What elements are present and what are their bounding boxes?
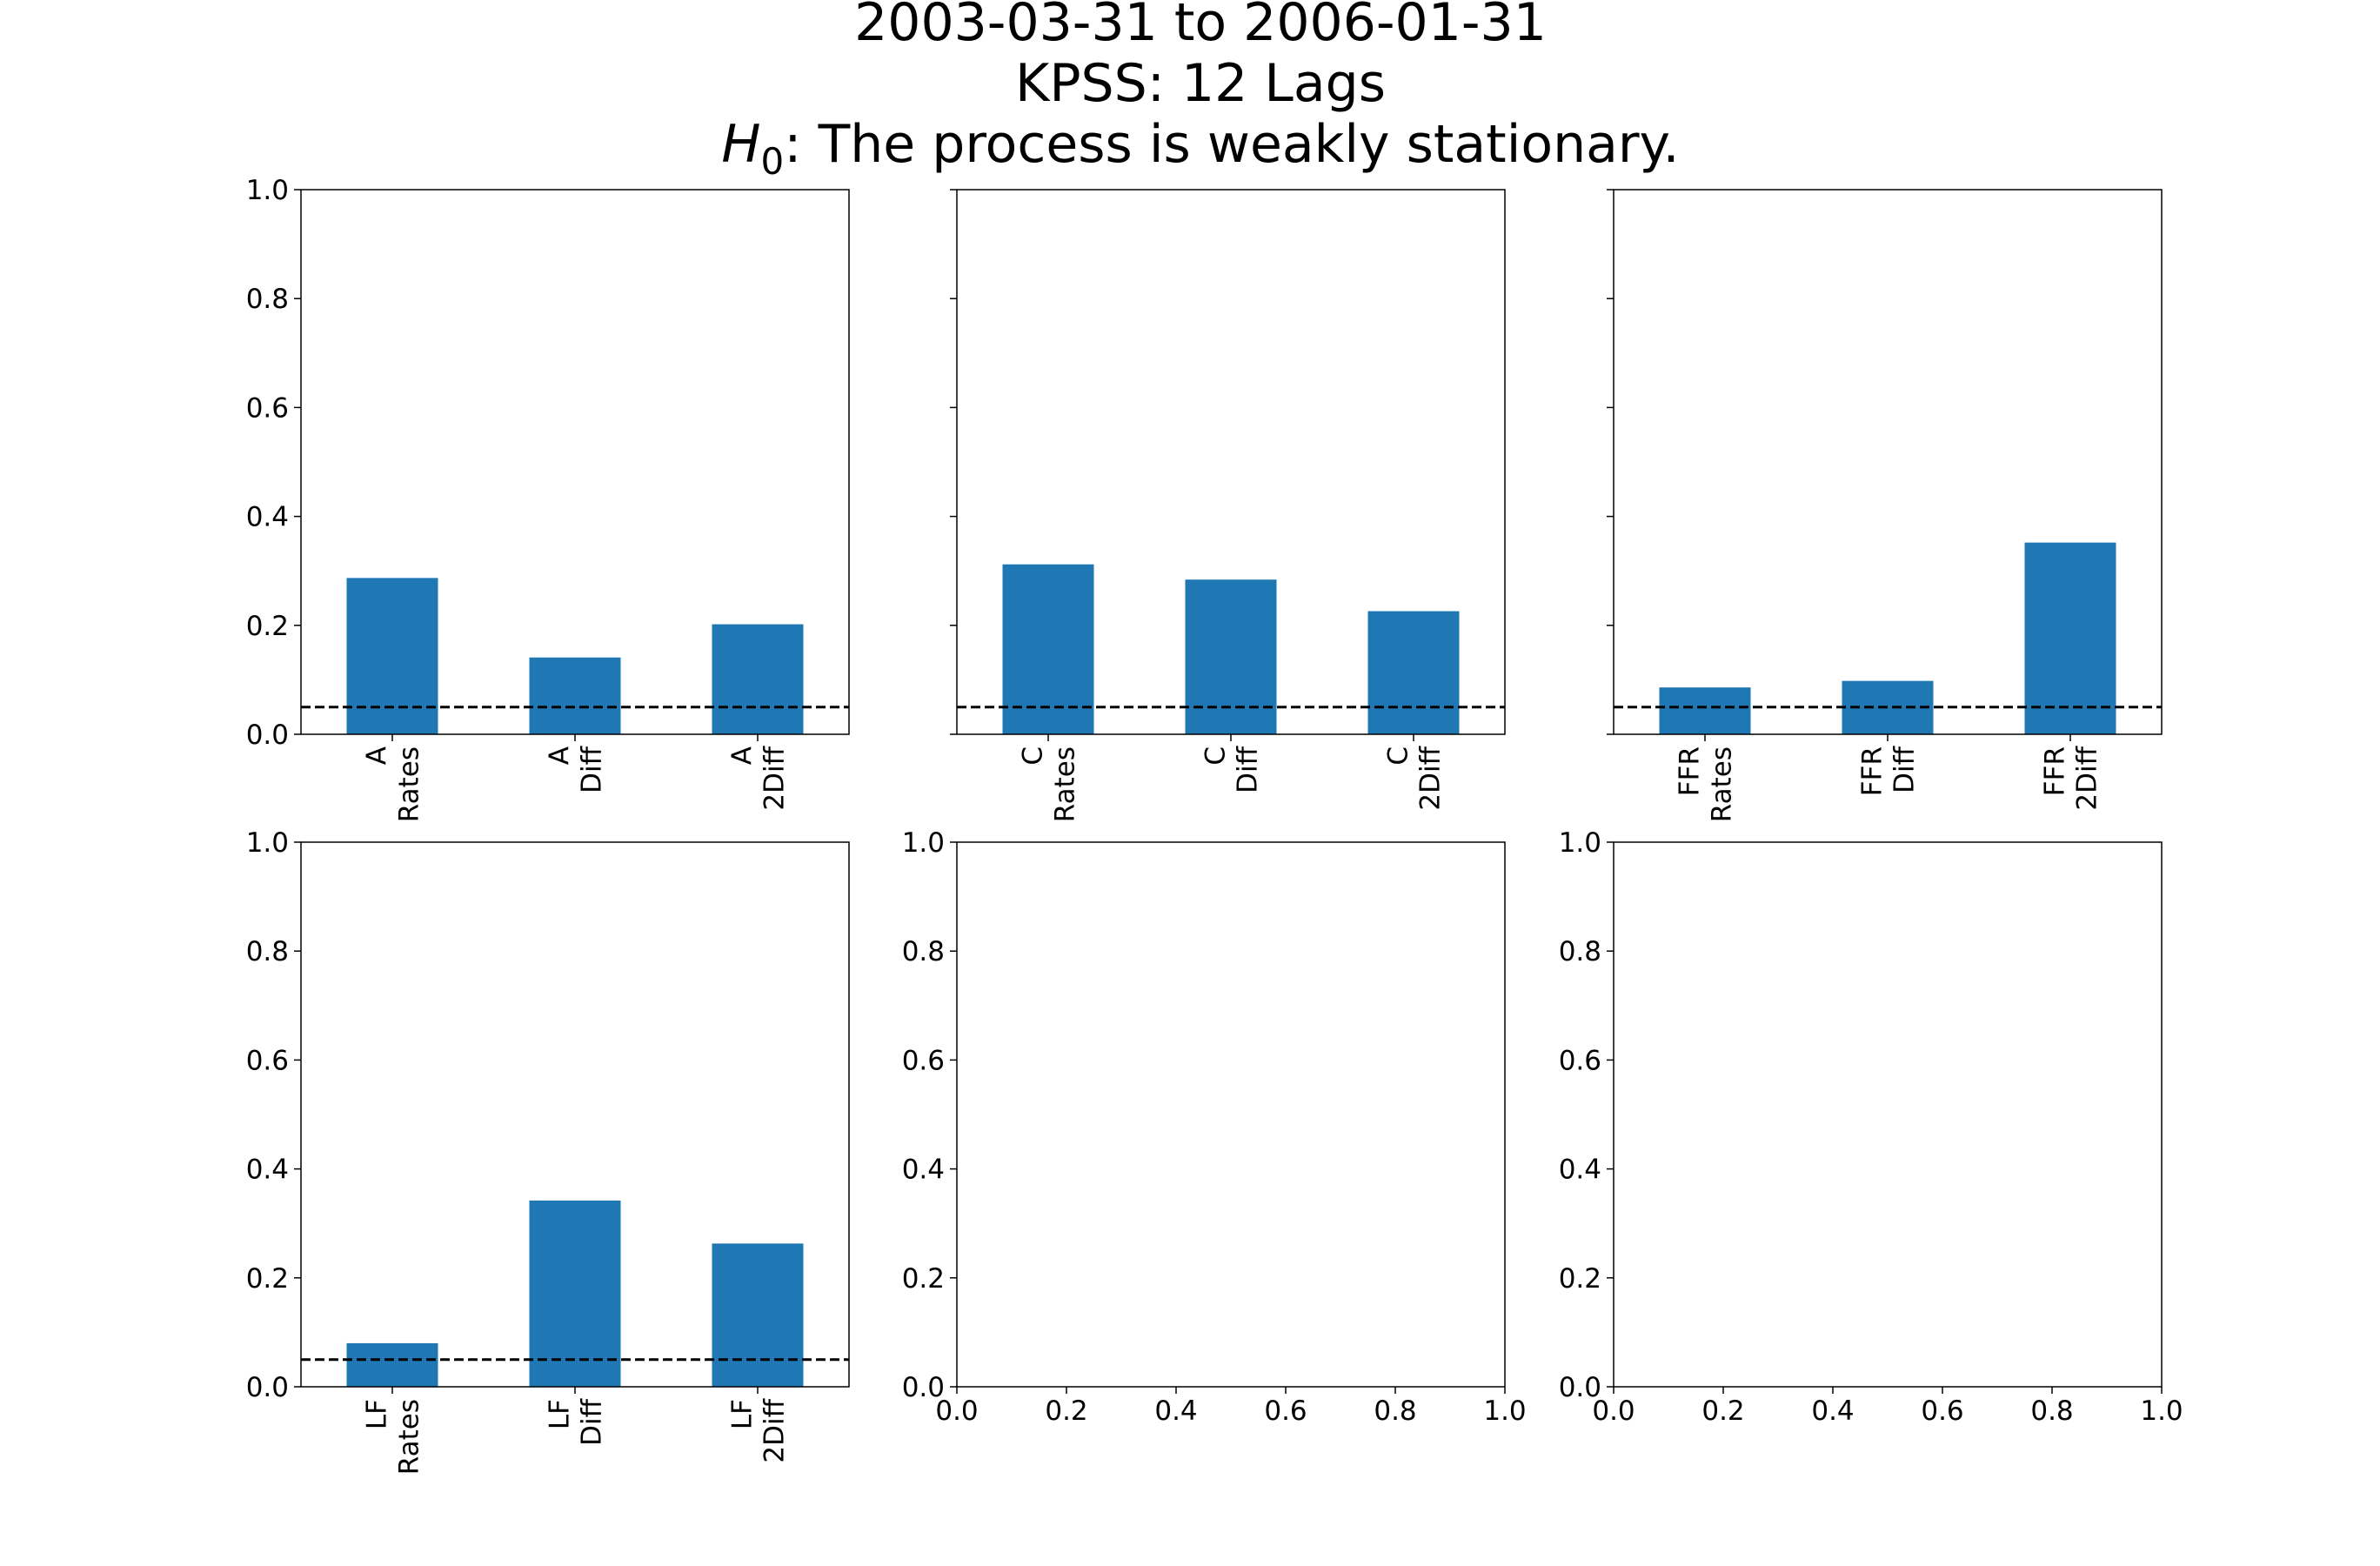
y-tick-label-5-1: 0.0 [902,1372,945,1403]
x-tick-label-1-3: A2Diff [727,746,791,810]
bar-4-3 [712,1243,804,1387]
y-tick-label-4-4: 0.6 [246,1045,289,1076]
axes-frame-6 [1613,841,2163,1388]
y-tick-label-5-4: 0.6 [902,1045,945,1076]
x-tick-label-6-2: 0.2 [1701,1395,1744,1427]
x-tick-label-3-3: FFR2Diff [2040,746,2103,810]
y-tick-label-5-2: 0.2 [902,1263,945,1295]
x-tick-label-4-2: LFDiff [545,1398,608,1445]
subplot-4: LFRates LFDiff LF2Diff 0.0 0.2 0.4 0.6 0.8 1.0 [246,827,850,1475]
x-tick-label-1-2: ADiff [545,746,608,793]
x-tick-label-6-1: 0.0 [1592,1395,1635,1427]
y-tick-label-5-3: 0.4 [902,1154,945,1186]
bar-2-1 [1002,564,1094,734]
subplot-grid: ARates ADiff A2Diff0.00.20.40.60.81.0CRate… [246,175,2183,1475]
x-tick-label-6-5: 0.8 [2030,1395,2073,1427]
axes-frame-5 [956,841,1506,1388]
y-tick-label-4-6: 1.0 [246,827,289,859]
x-tick-label-3-1: FFRRates [1675,746,1738,822]
y-tick-label-6-4: 0.6 [1559,1045,1601,1076]
x-tick-label-2-1: CRates [1018,746,1081,822]
bar-1-1 [346,578,438,734]
x-tick-label-5-4: 0.6 [1264,1395,1307,1427]
bar-2-2 [1185,579,1277,734]
axes-frame-3 [1613,189,2163,735]
y-tick-label-6-3: 0.4 [1559,1154,1601,1186]
x-tick-label-3-2: FFRDiff [1857,746,1921,796]
y-tick-label-6-5: 0.8 [1559,936,1601,967]
x-tick-label-1-1: ARates [362,746,425,822]
title-line-3: H0: The process is weakly stationary. [721,114,1679,183]
y-tick-label-1-2: 0.2 [246,611,289,642]
subplot-2: CRates CDiff C2Diff [950,189,1506,822]
bar-1-3 [712,624,804,734]
subplot-1: ARates ADiff A2Diff 0.0 0.2 0.4 0.6 0.8 1.0 [246,175,850,822]
axes-frame-2 [956,189,1506,735]
y-tick-label-1-5: 0.8 [246,284,289,315]
y-tick-label-4-3: 0.4 [246,1154,289,1186]
subplot-3: FFRRates FFRDiff FFR2Diff [1607,189,2163,822]
x-tick-label-6-4: 0.6 [1921,1395,1963,1427]
axes-frame-1 [300,189,850,735]
y-tick-label-4-1: 0.0 [246,1372,289,1403]
title-line-1: 2003-03-31 to 2006-01-31 [854,0,1547,53]
x-tick-label-2-3: C2Diff [1383,746,1447,810]
bar-4-2 [529,1200,621,1387]
y-tick-label-5-5: 0.8 [902,936,945,967]
y-tick-label-4-5: 0.8 [246,936,289,967]
bar-2-3 [1367,611,1460,734]
x-tick-label-5-3: 0.4 [1154,1395,1197,1427]
x-tick-label-5-2: 0.2 [1045,1395,1087,1427]
axes-frame-4 [300,841,850,1388]
x-tick-label-4-3: LF2Diff [727,1398,791,1462]
x-tick-label-6-3: 0.4 [1811,1395,1854,1427]
x-tick-label-5-6: 1.0 [1483,1395,1526,1427]
x-tick-label-4-1: LFRates [362,1399,425,1475]
x-tick-label-6-6: 1.0 [2140,1395,2183,1427]
y-tick-label-1-4: 0.6 [246,392,289,424]
y-tick-label-6-2: 0.2 [1559,1263,1601,1295]
bar-4-1 [346,1342,438,1387]
x-tick-label-5-1: 0.0 [935,1395,978,1427]
y-tick-label-1-6: 1.0 [246,175,289,206]
y-tick-label-1-1: 0.0 [246,719,289,751]
x-tick-label-5-5: 0.8 [1374,1395,1416,1427]
y-tick-label-6-6: 1.0 [1559,827,1601,859]
subplot-5: 0.0 0.2 0.4 0.6 0.8 1.0 0.0 0.2 0.4 0.6 0.8 1.0 [902,827,1527,1427]
title-line-2: KPSS: 12 Lags [1015,53,1386,114]
bar-3-1 [1659,687,1751,734]
bar-1-2 [529,657,621,734]
y-tick-label-4-2: 0.2 [246,1263,289,1295]
y-tick-label-5-6: 1.0 [902,827,945,859]
bar-3-3 [2024,542,2116,734]
y-tick-label-1-3: 0.4 [246,502,289,533]
y-tick-label-6-1: 0.0 [1559,1372,1601,1403]
x-tick-label-2-2: CDiff [1200,746,1264,793]
subplot-6: 0.0 0.2 0.4 0.6 0.8 1.0 0.0 0.2 0.4 0.6 0.8 1.0 [1559,827,2183,1427]
